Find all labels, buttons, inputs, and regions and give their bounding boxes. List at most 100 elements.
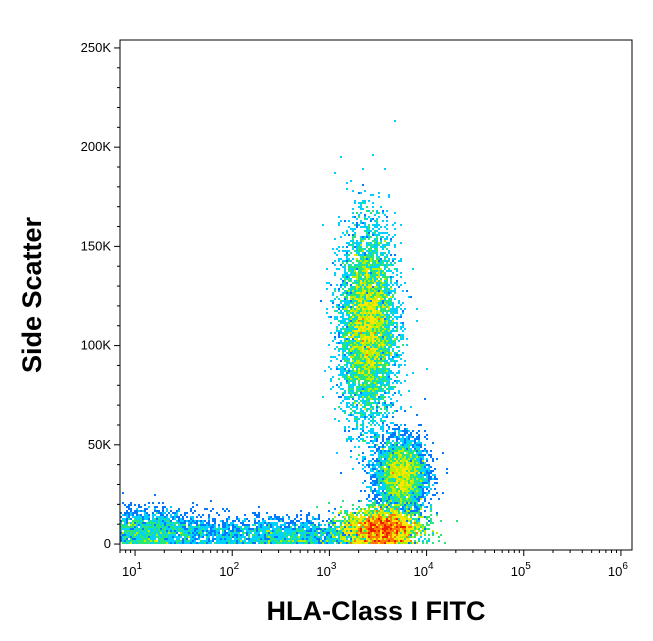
event-point xyxy=(412,436,414,438)
event-point xyxy=(400,524,402,526)
event-point xyxy=(362,346,364,348)
event-point xyxy=(132,520,134,522)
event-point xyxy=(350,274,352,276)
event-point xyxy=(350,440,352,442)
event-point xyxy=(360,332,362,334)
event-point xyxy=(364,216,366,218)
event-point xyxy=(410,504,412,506)
event-point xyxy=(348,524,350,526)
event-point xyxy=(368,532,370,534)
event-point xyxy=(396,480,398,482)
event-point xyxy=(362,508,364,510)
event-point xyxy=(164,534,166,536)
event-point xyxy=(362,334,364,336)
event-point xyxy=(410,510,412,512)
event-point xyxy=(360,434,362,436)
event-point xyxy=(374,392,376,394)
event-point xyxy=(420,480,422,482)
event-point xyxy=(182,522,184,524)
event-point xyxy=(158,536,160,538)
event-point xyxy=(352,328,354,330)
event-point xyxy=(352,282,354,284)
event-point xyxy=(354,340,356,342)
event-point xyxy=(154,494,156,496)
event-point xyxy=(380,350,382,352)
event-point xyxy=(388,318,390,320)
event-point xyxy=(330,538,332,540)
event-point xyxy=(354,360,356,362)
event-point xyxy=(184,536,186,538)
event-point xyxy=(346,376,348,378)
event-point xyxy=(350,332,352,334)
event-point xyxy=(372,474,374,476)
event-point xyxy=(348,254,350,256)
event-point xyxy=(412,526,414,528)
event-point xyxy=(280,520,282,522)
event-point xyxy=(414,446,416,448)
event-point xyxy=(356,298,358,300)
event-point xyxy=(366,426,368,428)
event-point xyxy=(352,360,354,362)
event-point xyxy=(392,458,394,460)
event-point xyxy=(156,540,158,542)
event-point xyxy=(370,286,372,288)
event-point xyxy=(198,534,200,536)
event-point xyxy=(360,414,362,416)
event-point xyxy=(382,308,384,310)
event-point xyxy=(402,474,404,476)
event-point xyxy=(406,456,408,458)
event-point xyxy=(388,454,390,456)
event-point xyxy=(378,256,380,258)
event-point xyxy=(352,526,354,528)
event-point xyxy=(390,332,392,334)
event-point xyxy=(370,278,372,280)
event-point xyxy=(380,342,382,344)
event-point xyxy=(402,462,404,464)
event-point xyxy=(372,348,374,350)
event-point xyxy=(420,482,422,484)
event-point xyxy=(370,516,372,518)
event-point xyxy=(126,534,128,536)
event-point xyxy=(390,494,392,496)
event-point xyxy=(392,394,394,396)
event-point xyxy=(372,428,374,430)
event-point xyxy=(370,536,372,538)
event-point xyxy=(180,514,182,516)
event-point xyxy=(360,314,362,316)
event-point xyxy=(342,536,344,538)
event-point xyxy=(432,532,434,534)
event-point xyxy=(368,514,370,516)
event-point xyxy=(352,370,354,372)
event-point xyxy=(394,454,396,456)
event-point xyxy=(400,514,402,516)
event-point xyxy=(364,366,366,368)
event-point xyxy=(380,516,382,518)
event-point xyxy=(390,478,392,480)
event-point xyxy=(382,524,384,526)
event-point xyxy=(376,508,378,510)
event-point xyxy=(366,326,368,328)
event-point xyxy=(366,532,368,534)
event-point xyxy=(408,486,410,488)
event-point xyxy=(352,318,354,320)
event-point xyxy=(358,244,360,246)
event-point xyxy=(370,260,372,262)
event-point xyxy=(416,504,418,506)
event-point xyxy=(364,262,366,264)
event-point xyxy=(402,464,404,466)
event-point xyxy=(296,530,298,532)
event-point xyxy=(348,302,350,304)
event-point xyxy=(392,350,394,352)
event-point xyxy=(362,518,364,520)
event-point xyxy=(394,430,396,432)
event-point xyxy=(178,526,180,528)
event-point xyxy=(360,344,362,346)
event-point xyxy=(382,490,384,492)
event-point xyxy=(164,540,166,542)
event-point xyxy=(374,482,376,484)
event-point xyxy=(270,532,272,534)
event-point xyxy=(372,506,374,508)
event-point xyxy=(426,480,428,482)
event-point xyxy=(390,496,392,498)
event-point xyxy=(366,376,368,378)
